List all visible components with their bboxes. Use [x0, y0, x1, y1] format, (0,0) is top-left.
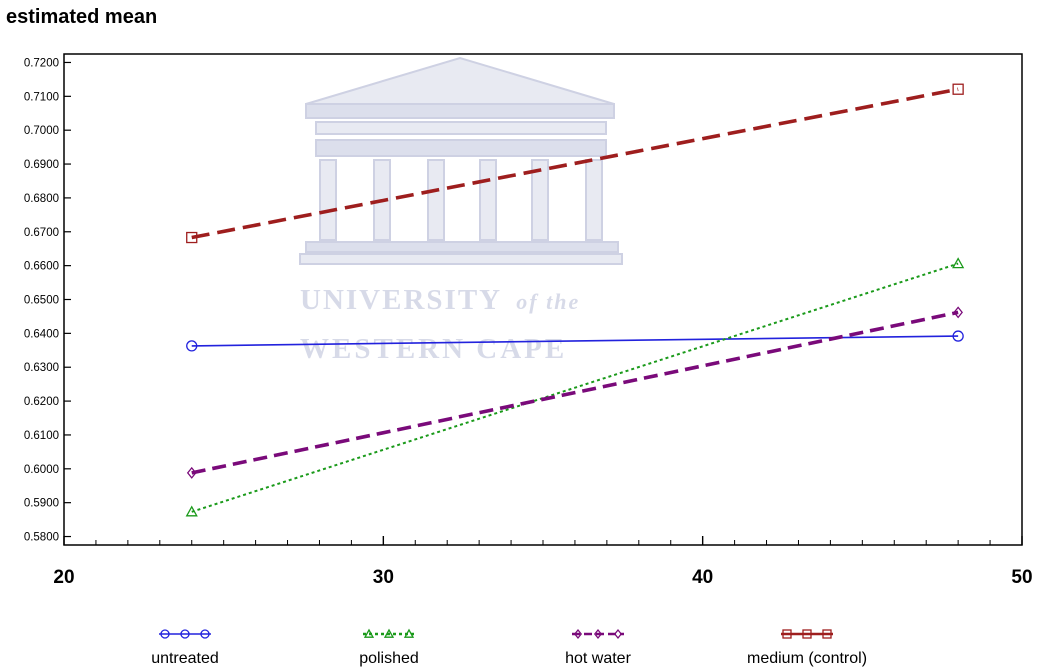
y-tick-label: 0.7000: [24, 125, 59, 137]
watermark-line2: WESTERN CAPE: [300, 333, 567, 365]
legend-marker: [363, 628, 375, 638]
series-line: [191, 262, 959, 513]
data-point-marker: [952, 257, 965, 269]
legend-marker: [573, 628, 583, 640]
data-point-marker: [952, 330, 964, 342]
data-point-marker: [953, 306, 963, 319]
legend-marker: [613, 628, 623, 640]
series-layer: [185, 83, 965, 517]
y-axis: 0.5800 0.5900 0.6000 0.6100 0.6200 0.6300 0.64…: [24, 57, 71, 544]
y-tick-label: 0.6300: [24, 362, 59, 374]
data-point-marker: [186, 340, 198, 352]
series-line: [191, 87, 959, 240]
chart-title: estimated mean: [6, 6, 158, 28]
legend-label: medium (control): [747, 650, 867, 667]
legend-item: polished: [359, 628, 419, 667]
y-tick-label: 0.6000: [24, 464, 59, 476]
data-point-marker: [952, 83, 964, 95]
y-tick-label: 0.6100: [24, 430, 59, 442]
x-tick-label: 50: [1011, 567, 1032, 588]
data-point-marker: [186, 231, 198, 244]
legend-marker: [200, 629, 210, 639]
series-polished: [185, 257, 965, 517]
y-tick-label: 0.7100: [24, 91, 59, 103]
watermark-line1: UNIVERSITY: [300, 284, 501, 316]
watermark-line1-suffix: of the: [516, 289, 580, 314]
y-tick-label: 0.5800: [24, 532, 59, 544]
y-tick-label: 0.6800: [24, 193, 59, 205]
y-tick-label: 0.6200: [24, 396, 59, 408]
legend-marker: [593, 628, 603, 640]
legend-item: untreated: [151, 629, 219, 667]
legend: untreated polished hot water medium (contro…: [151, 628, 867, 667]
x-axis: 20 30 40 50: [53, 536, 1033, 588]
x-tick-label: 20: [53, 567, 74, 588]
data-point-marker: [186, 466, 197, 479]
y-tick-label: 0.6700: [24, 227, 59, 239]
y-tick-label: 0.6600: [24, 261, 59, 273]
x-tick-label: 40: [692, 567, 713, 588]
legend-marker: [160, 629, 170, 639]
series-hot-water: [186, 306, 963, 479]
legend-marker: [180, 629, 190, 639]
legend-marker: [403, 628, 415, 638]
series-medium-control-: [186, 83, 964, 244]
legend-marker: [383, 628, 395, 638]
y-tick-label: 0.6400: [24, 328, 59, 340]
legend-marker: [822, 629, 832, 639]
y-tick-label: 0.5900: [24, 498, 59, 510]
series-line: [191, 310, 959, 475]
legend-label: polished: [359, 650, 419, 667]
legend-item: medium (control): [747, 629, 867, 667]
y-tick-label: 0.6900: [24, 159, 59, 171]
y-tick-label: 0.7200: [24, 57, 59, 69]
legend-label: hot water: [565, 650, 631, 667]
data-point-marker: [185, 505, 198, 517]
legend-label: untreated: [151, 650, 219, 667]
legend-marker: [802, 629, 812, 639]
legend-item: hot water: [565, 628, 632, 667]
svg-text:UNIVERSITY of the: UNIVERSITY of the: [300, 284, 580, 316]
university-watermark: UNIVERSITY of the WESTERN CAPE: [299, 56, 623, 365]
y-tick-label: 0.6500: [24, 295, 59, 307]
x-tick-label: 30: [373, 567, 394, 588]
legend-marker: [782, 629, 792, 639]
